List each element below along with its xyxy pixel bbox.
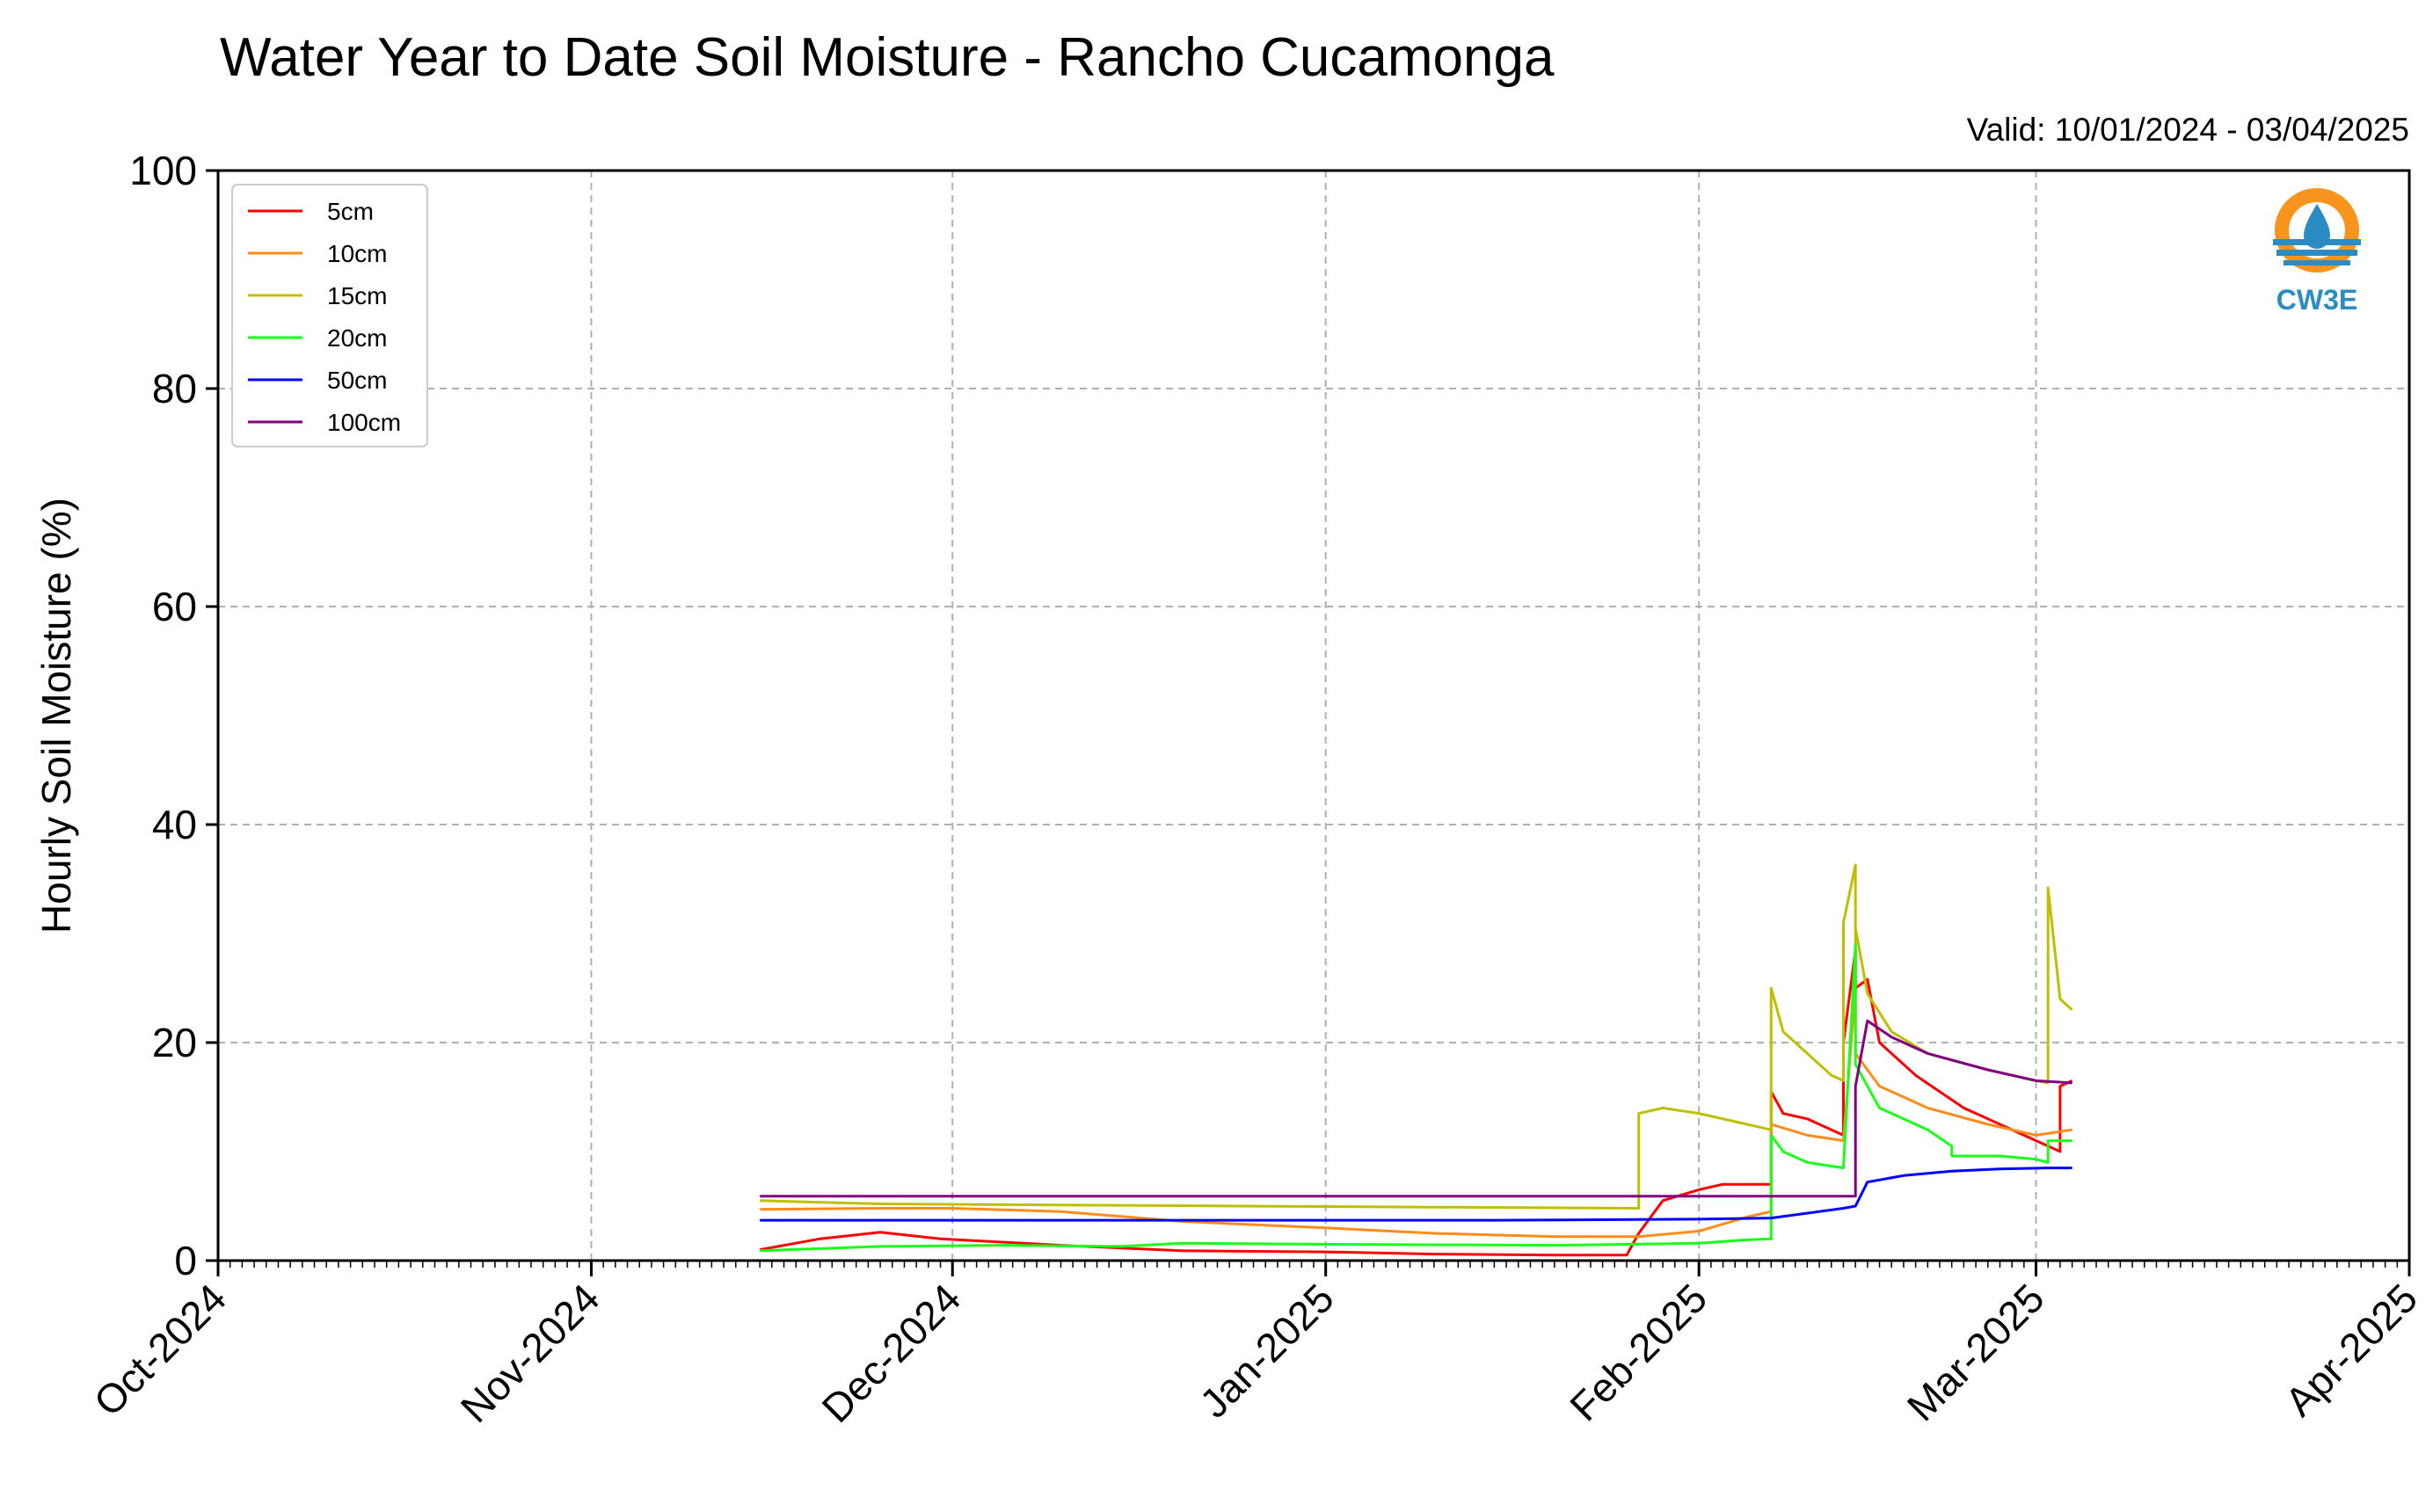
series-line-50cm (760, 1167, 2072, 1222)
plot-frame (216, 169, 2411, 1262)
grid-layer (217, 170, 2410, 1261)
series-line-100cm (760, 1019, 2072, 1198)
chart-title: Water Year to Date Soil Moisture - Ranch… (220, 27, 1555, 88)
series-line-15cm (760, 863, 2073, 1210)
tick-layer: 0 20 40 60 80 100 Oct-2024 Nov-2024 Dec-2024 Jan-… (85, 148, 2427, 1431)
valid-date-range: Valid: 10/01/2024 - 03/04/2025 (1967, 112, 2409, 148)
x-tick-label: Nov-2024 (452, 1275, 608, 1431)
legend-label-10cm: 10cm (327, 240, 387, 267)
x-tick-label: Jan-2025 (1191, 1275, 1342, 1426)
x-tick-label: Mar-2025 (1898, 1275, 2053, 1429)
logo-wave-icon (2276, 250, 2357, 256)
legend-items: 5cm 10cm 15cm 20cm 50cm 100cm (248, 198, 401, 436)
series-line-10cm (760, 986, 2072, 1239)
logo-wave-icon (2284, 260, 2350, 265)
cw3e-logo: CW3E (2273, 188, 2361, 316)
legend-label-20cm: 20cm (327, 324, 387, 352)
y-tick-label: 60 (152, 584, 197, 629)
water-drop-icon (2304, 204, 2330, 249)
logo-wave-icon (2273, 239, 2361, 245)
y-tick-label: 20 (152, 1020, 197, 1065)
logo-text: CW3E (2276, 284, 2357, 316)
x-tick-label: Apr-2025 (2276, 1275, 2426, 1425)
x-tick-label: Feb-2025 (1561, 1275, 1715, 1429)
x-tick-label: Dec-2024 (812, 1275, 969, 1431)
legend: 5cm 10cm 15cm 20cm 50cm 100cm (231, 184, 428, 447)
y-axis-label: Hourly Soil Moisture (%) (33, 498, 79, 934)
legend-label-50cm: 50cm (327, 367, 387, 394)
y-tick-label: 100 (129, 148, 197, 193)
legend-label-100cm: 100cm (327, 409, 401, 436)
y-tick-label: 80 (152, 366, 197, 411)
y-tick-label: 40 (152, 802, 197, 847)
y-tick-label: 0 (174, 1238, 197, 1283)
legend-label-15cm: 15cm (327, 282, 387, 309)
x-tick-label: Oct-2024 (85, 1275, 236, 1425)
series-layer (759, 863, 2073, 1257)
legend-label-5cm: 5cm (327, 198, 374, 225)
series-line-20cm (760, 942, 2072, 1253)
